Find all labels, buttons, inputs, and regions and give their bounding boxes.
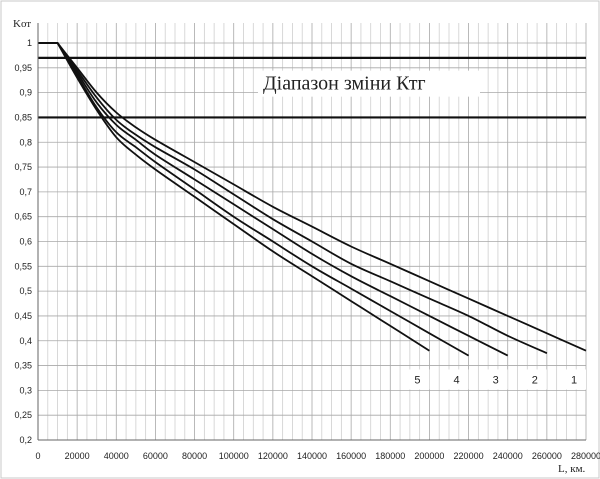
y-tick-label: 0,45	[14, 311, 32, 321]
range-label-background	[258, 70, 480, 97]
x-tick-label: 200000	[414, 451, 444, 461]
x-tick-label: 240000	[493, 451, 523, 461]
series-label-box-5	[405, 369, 430, 390]
x-tick-label: 260000	[532, 451, 562, 461]
y-tick-label: 0,4	[19, 336, 32, 346]
range-band-label: Діапазон зміни Ктг	[263, 73, 426, 95]
y-tick-label: 0,25	[14, 410, 32, 420]
range-band: Діапазон зміни Ктг	[38, 56, 586, 119]
x-tick-label: 280000	[571, 451, 600, 461]
y-tick-label: 0,35	[14, 361, 32, 371]
y-axis-title: Kот	[13, 18, 31, 30]
series-line-2	[38, 42, 548, 355]
series-label-3: 3	[493, 374, 499, 386]
series-label-box-2	[522, 369, 547, 390]
series-labels: 1 2 3 4 5	[405, 369, 586, 390]
series-label-1: 1	[571, 374, 577, 386]
x-tick-label: 0	[35, 451, 40, 461]
x-tick-label: 60000	[143, 451, 168, 461]
y-tick-label: 0,75	[14, 162, 32, 172]
y-tick-label: 0,5	[19, 286, 32, 296]
x-tick-label: 80000	[182, 451, 207, 461]
series-line-3	[38, 42, 509, 357]
axes: 0,2 0,25 0,3 0,35 0,4 0,45 0,5 0,55 0,6 0,65 0,7 0,…	[14, 23, 600, 461]
y-tick-label: 0,65	[14, 212, 32, 222]
series-label-2: 2	[532, 374, 538, 386]
x-tick-label: 120000	[258, 451, 288, 461]
series-label-box-4	[444, 369, 469, 390]
y-tick-label: 0,95	[14, 63, 32, 73]
y-tick-label: 0,3	[19, 385, 32, 395]
y-tick-label: 0,7	[19, 187, 32, 197]
series-line-4	[38, 42, 470, 357]
series-label-5: 5	[414, 374, 420, 386]
y-tick-label: 1	[27, 38, 32, 48]
x-tick-label: 180000	[375, 451, 405, 461]
x-tick-label: 20000	[65, 451, 90, 461]
x-axis-title: L, км.	[558, 463, 586, 475]
series-line-5	[38, 42, 430, 352]
series-label-4: 4	[454, 374, 460, 386]
y-tick-label: 0,6	[19, 237, 32, 247]
series-lines	[38, 42, 587, 357]
series-line-1	[38, 42, 587, 352]
y-tick-label: 0,85	[14, 112, 32, 122]
series-label-box-1	[562, 369, 586, 390]
x-tick-label: 220000	[454, 451, 484, 461]
y-tick-label: 0,9	[19, 88, 32, 98]
x-tick-label: 160000	[336, 451, 366, 461]
y-tick-label: 0,55	[14, 261, 32, 271]
y-tick-label: 0,8	[19, 137, 32, 147]
series-label-box-3	[483, 369, 508, 390]
x-tick-label: 40000	[104, 451, 129, 461]
x-tick-label: 140000	[297, 451, 327, 461]
x-tick-label: 100000	[219, 451, 249, 461]
y-tick-label: 0,2	[19, 435, 32, 445]
